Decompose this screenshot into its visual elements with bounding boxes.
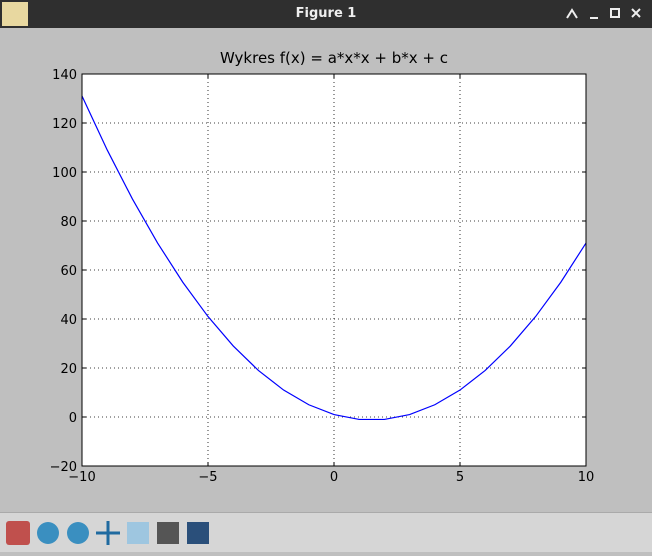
y-tick-label: 140 xyxy=(52,68,77,83)
figure: Wykres f(x) = a*x*x + b*x + c −20 0 20 40 60… xyxy=(50,49,595,485)
axes xyxy=(81,73,587,467)
chart-title: Wykres f(x) = a*x*x + b*x + c xyxy=(220,49,448,67)
app-icon xyxy=(2,2,28,26)
y-tick-label: 40 xyxy=(60,313,77,328)
x-tick-label: −10 xyxy=(68,470,95,485)
y-tick-label: 60 xyxy=(60,264,77,279)
x-tick-label: 5 xyxy=(456,470,464,485)
x-tick-label: −5 xyxy=(198,470,217,485)
title-bar: Figure 1 xyxy=(0,0,652,28)
y-tick-label: 100 xyxy=(52,166,77,181)
toolbar xyxy=(0,512,652,552)
y-tick-label: 20 xyxy=(60,362,77,377)
y-tick-label: 120 xyxy=(52,117,77,132)
data-line xyxy=(81,95,587,421)
x-tick-label: 10 xyxy=(578,470,595,485)
y-tick-label: 80 xyxy=(60,215,77,230)
y-tick-label: 0 xyxy=(69,411,77,426)
y-tick-label: −20 xyxy=(50,460,77,475)
toolbar-buttons[interactable] xyxy=(0,513,230,552)
window-controls[interactable] xyxy=(552,0,652,28)
x-tick-label: 0 xyxy=(330,470,338,485)
window-title: Figure 1 xyxy=(295,6,357,21)
